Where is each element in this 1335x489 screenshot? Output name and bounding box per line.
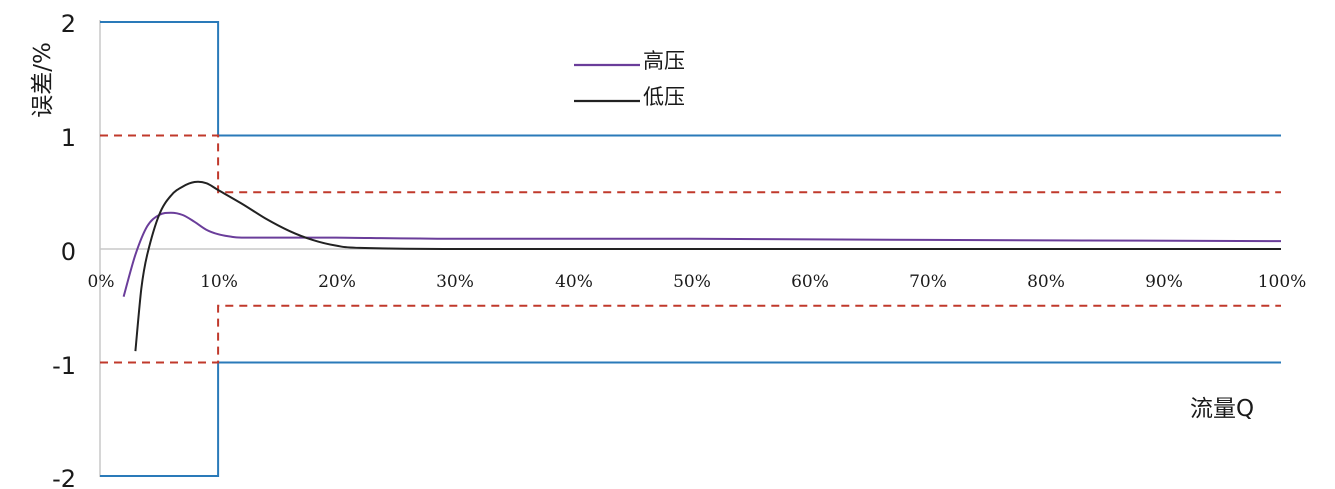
solid-limit-line-1 xyxy=(100,361,1281,477)
legend-label-low-pressure: 低压 xyxy=(643,85,685,109)
y-tick-labels: 2 1 0 -1 -2 xyxy=(52,10,76,489)
legend-label-high-pressure: 高压 xyxy=(643,49,685,73)
x-tick-labels: 0% 10% 20% 30% 40% 50% 60% 70% 80% 90% 1… xyxy=(88,272,1307,292)
y-axis-title: 误差/% xyxy=(30,42,56,118)
y-tick-label: 1 xyxy=(61,124,76,152)
legend: 高压 低压 xyxy=(574,49,685,109)
x-tick-label: 20% xyxy=(318,272,356,292)
x-tick-label: 100% xyxy=(1258,272,1307,292)
x-tick-label: 80% xyxy=(1027,272,1065,292)
x-tick-label: 50% xyxy=(673,272,711,292)
x-tick-label: 10% xyxy=(200,272,238,292)
limit-lines xyxy=(100,21,1281,477)
x-tick-label: 30% xyxy=(436,272,474,292)
solid-limit-line-0 xyxy=(100,21,1281,137)
y-tick-label: -2 xyxy=(52,465,76,489)
x-tick-label: 40% xyxy=(555,272,593,292)
x-tick-label: 60% xyxy=(791,272,829,292)
x-tick-label: 0% xyxy=(88,272,115,292)
dashed-limit-line-3 xyxy=(100,304,1281,364)
series-line-low-pressure xyxy=(134,180,1281,352)
y-tick-label: -1 xyxy=(52,352,76,380)
y-tick-label: 2 xyxy=(61,10,76,38)
y-tick-label: 0 xyxy=(61,238,76,266)
dashed-limit-line-2 xyxy=(100,134,1281,194)
x-axis-title: 流量Q xyxy=(1190,396,1254,422)
series-lines xyxy=(122,180,1282,352)
x-tick-label: 70% xyxy=(909,272,947,292)
x-tick-label: 90% xyxy=(1145,272,1183,292)
